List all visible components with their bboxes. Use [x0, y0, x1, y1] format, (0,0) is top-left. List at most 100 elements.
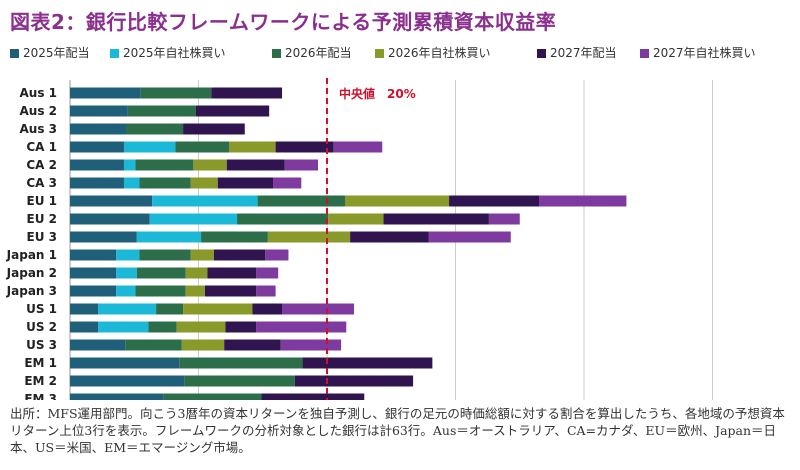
bar-segment [201, 231, 268, 243]
bar-segment [195, 105, 270, 117]
bar-segment [344, 195, 450, 207]
source-note: 出所：MFS運用部門。向こう3暦年の資本リターンを独自予測し、銀行の足元の時価総… [10, 406, 785, 455]
bar-segment [275, 141, 334, 153]
legend-item: 2025年配当 [10, 44, 90, 61]
category-label: Japan 1 [6, 248, 57, 262]
bar-segment [70, 141, 124, 153]
bar-segment [183, 303, 253, 315]
bar-segment [256, 321, 347, 333]
bar-segment [176, 321, 226, 333]
bar-segment [136, 267, 186, 279]
bar-segment [116, 267, 137, 279]
legend-item: 2027年配当 [537, 44, 617, 61]
bar-segment [185, 267, 208, 279]
bar-segment [184, 375, 295, 387]
bar-segment [70, 213, 150, 225]
bar-segment [70, 393, 164, 400]
bar-segment [193, 159, 227, 171]
bar-segment [261, 393, 365, 400]
bar-segment [211, 87, 283, 99]
bar-segment [70, 159, 124, 171]
category-label: EM 3 [24, 392, 57, 400]
legend-swatch [272, 49, 281, 58]
category-label: CA 3 [26, 176, 57, 190]
bar-segment [183, 123, 245, 135]
legend-item: 2026年自社株買い [375, 44, 491, 61]
bar-segment [217, 177, 274, 189]
bar-segment [70, 321, 99, 333]
bar-segment [256, 285, 276, 297]
legend-swatch [375, 49, 384, 58]
bar-segment [428, 231, 511, 243]
bar-segment [152, 195, 258, 207]
bar-segment [225, 321, 257, 333]
category-label: EU 3 [27, 230, 57, 244]
bar-segment [98, 303, 157, 315]
bar-segment [135, 285, 186, 297]
bar-segment [256, 267, 279, 279]
category-label: EM 1 [24, 356, 57, 370]
bar-segment [284, 159, 319, 171]
category-label: US 1 [26, 302, 57, 316]
bar-segment [237, 213, 329, 225]
category-label: Aus 3 [20, 122, 58, 136]
bar-segment [294, 375, 414, 387]
bar-segment [70, 87, 141, 99]
category-label: US 2 [26, 320, 57, 334]
legend-label: 2025年自社株買い [123, 46, 226, 60]
bar-segment [383, 213, 489, 225]
bar-segment [257, 195, 345, 207]
bar-segment [123, 159, 136, 171]
bar-segment [181, 339, 225, 351]
bar-segment [539, 195, 627, 207]
bar-segment [333, 141, 383, 153]
bar-segment [70, 123, 127, 135]
bar-segment [123, 141, 176, 153]
bar-segment [280, 339, 342, 351]
bar-segment [70, 375, 185, 387]
bar-segment [350, 231, 429, 243]
bar-segment [302, 357, 433, 369]
legend-label: 2026年配当 [285, 46, 352, 60]
bar-segment [185, 285, 205, 297]
bar-segment [70, 231, 137, 243]
category-label: EM 2 [24, 374, 57, 388]
bar-segment [116, 249, 140, 261]
legend-label: 2027年自社株買い [653, 46, 756, 60]
bar-segment [213, 249, 266, 261]
bar-segment [179, 357, 303, 369]
median-label: 中央値 20% [339, 86, 416, 101]
legend-label: 2026年自社株買い [388, 46, 491, 60]
category-label: Japan 2 [6, 266, 57, 280]
legend-swatch [537, 49, 546, 58]
bar-segment [449, 195, 540, 207]
bar-segment [488, 213, 520, 225]
bar-segment [224, 339, 281, 351]
bar-segment [70, 195, 153, 207]
bar-segment [125, 339, 182, 351]
bar-segment [252, 303, 283, 315]
legend-swatch [110, 49, 119, 58]
category-label: EU 1 [27, 194, 57, 208]
bar-segment [156, 303, 184, 315]
legend-item: 2027年自社株買い [640, 44, 756, 61]
category-label: CA 1 [26, 140, 57, 154]
legend-swatch [10, 49, 19, 58]
bar-segment [139, 177, 191, 189]
legend-label: 2027年配当 [550, 46, 617, 60]
bar-segment [207, 267, 257, 279]
bar-segment [135, 159, 194, 171]
bar-segment [190, 249, 214, 261]
bar-segment [204, 285, 257, 297]
category-label: Japan 3 [6, 284, 57, 298]
bar-segment [70, 267, 117, 279]
bar-segment [163, 393, 262, 400]
bar-segment [226, 159, 285, 171]
bar-segment [140, 87, 212, 99]
bar-segment [70, 303, 99, 315]
category-label: US 3 [26, 338, 57, 352]
bar-segment [265, 249, 289, 261]
bar-segment [116, 285, 136, 297]
legend-item: 2025年自社株買い [110, 44, 226, 61]
bar-segment [126, 123, 184, 135]
